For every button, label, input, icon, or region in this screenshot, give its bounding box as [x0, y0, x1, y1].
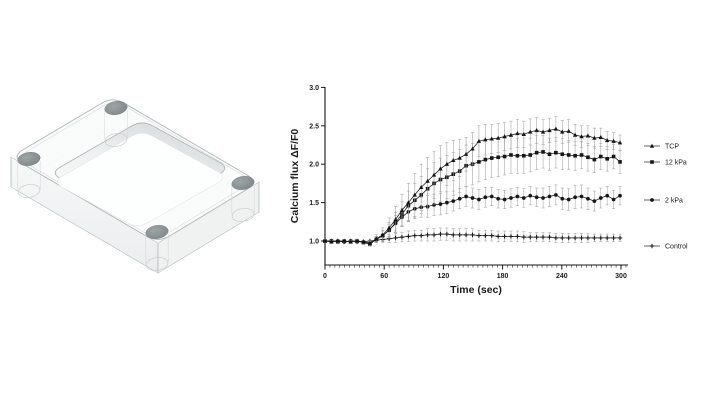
- device-corner-holes: [17, 101, 255, 271]
- x-tick-label: 240: [556, 273, 568, 280]
- x-tick-label: 120: [438, 273, 450, 280]
- calcium-flux-chart: 1.0 1.5 2.0 2.5 3.0 0 60 120 180 240 300 Calcium fl…: [289, 85, 688, 296]
- legend: TCP 12 kPa 2 kPa Control: [644, 144, 688, 251]
- device-isometric-render: [10, 99, 260, 274]
- corner-hole: [17, 152, 41, 198]
- y-tick-label: 2.5: [309, 123, 319, 130]
- x-tick-label: 0: [323, 273, 327, 280]
- corner-hole: [104, 101, 128, 147]
- corner-hole: [145, 225, 169, 271]
- legend-entry-12-kpa: 12 kPa: [644, 160, 687, 167]
- legend-entry-tcp: TCP: [644, 144, 679, 151]
- y-tick-label: 3.0: [309, 85, 319, 92]
- x-tick-label: 300: [615, 273, 627, 280]
- x-axis-title: Time (sec): [450, 284, 502, 296]
- legend-entry-2-kpa: 2 kPa: [644, 198, 683, 205]
- legend-label: TCP: [665, 144, 679, 151]
- y-axis-title: Calcium flux ΔF/F0: [289, 129, 301, 224]
- legend-entry-control: Control: [644, 244, 688, 251]
- legend-label: 2 kPa: [665, 198, 683, 205]
- series-tcp: [322, 116, 623, 246]
- legend-label: Control: [665, 244, 688, 251]
- series-control: [322, 227, 623, 244]
- y-tick-label: 1.5: [309, 200, 319, 207]
- y-tick-label: 1.0: [309, 239, 319, 246]
- corner-hole: [231, 176, 255, 222]
- legend-label: 12 kPa: [665, 160, 687, 167]
- axes: 1.0 1.5 2.0 2.5 3.0 0 60 120 180 240 300: [309, 85, 628, 280]
- x-tick-label: 60: [380, 273, 388, 280]
- y-tick-label: 2.0: [309, 162, 319, 169]
- x-tick-label: 180: [497, 273, 509, 280]
